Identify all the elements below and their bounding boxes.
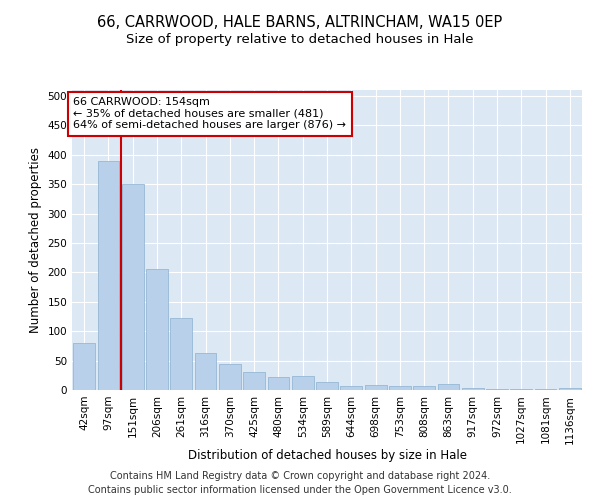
Bar [462, 388, 484, 390]
Y-axis label: Number of detached properties: Number of detached properties [29, 147, 42, 333]
Bar [194, 353, 217, 390]
Text: 66 CARRWOOD: 154sqm
← 35% of detached houses are smaller (481)
64% of semi-detac: 66 CARRWOOD: 154sqm ← 35% of detached ho… [73, 97, 346, 130]
Bar [170, 318, 192, 390]
Bar [97, 160, 119, 390]
Bar [437, 384, 460, 390]
Bar [389, 386, 411, 390]
Bar [559, 388, 581, 390]
Bar [486, 389, 508, 390]
Text: Contains HM Land Registry data © Crown copyright and database right 2024.
Contai: Contains HM Land Registry data © Crown c… [88, 471, 512, 495]
X-axis label: Distribution of detached houses by size in Hale: Distribution of detached houses by size … [187, 449, 467, 462]
Bar [292, 376, 314, 390]
Bar [365, 386, 386, 390]
Bar [316, 382, 338, 390]
Bar [73, 343, 95, 390]
Text: Size of property relative to detached houses in Hale: Size of property relative to detached ho… [126, 32, 474, 46]
Bar [122, 184, 143, 390]
Bar [268, 377, 289, 390]
Bar [340, 386, 362, 390]
Bar [243, 372, 265, 390]
Bar [219, 364, 241, 390]
Bar [146, 270, 168, 390]
Text: 66, CARRWOOD, HALE BARNS, ALTRINCHAM, WA15 0EP: 66, CARRWOOD, HALE BARNS, ALTRINCHAM, WA… [97, 15, 503, 30]
Bar [413, 386, 435, 390]
